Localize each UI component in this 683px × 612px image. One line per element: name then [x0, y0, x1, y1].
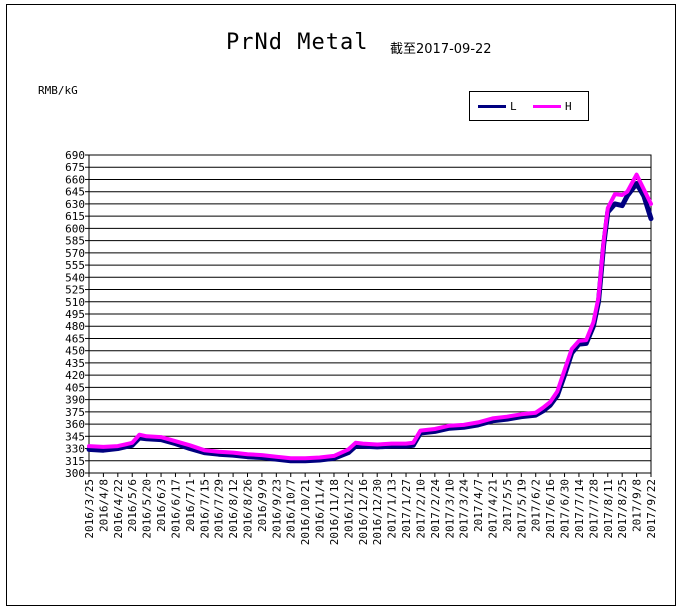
x-tick-label: 2016/8/26 — [242, 479, 255, 539]
legend-swatch-h — [533, 105, 561, 108]
x-tick-label: 2017/2/10 — [414, 479, 427, 539]
y-tick-label: 660 — [65, 173, 85, 186]
y-tick-label: 600 — [65, 222, 85, 235]
y-tick-label: 465 — [65, 332, 85, 345]
chart-title: PrNd Metal — [226, 30, 369, 55]
x-tick-label: 2016/5/20 — [141, 479, 154, 539]
x-tick-label: 2017/2/24 — [429, 479, 442, 539]
x-tick-label: 2017/1/13 — [386, 479, 399, 539]
y-tick-label: 495 — [65, 308, 85, 321]
x-tick-label: 2016/7/1 — [184, 479, 197, 532]
x-tick-label: 2016/10/7 — [285, 479, 298, 539]
x-tick-label: 2016/4/22 — [112, 479, 125, 539]
x-tick-label: 2016/7/15 — [198, 479, 211, 539]
x-tick-label: 2016/7/29 — [213, 479, 226, 539]
x-tick-label: 2016/12/2 — [342, 479, 355, 539]
x-tick-label: 2016/5/6 — [126, 479, 139, 532]
x-tick-label: 2017/9/8 — [631, 479, 644, 532]
x-tick-label: 2017/3/10 — [443, 479, 456, 539]
x-tick-label: 2017/6/2 — [530, 479, 543, 532]
x-tick-label: 2016/3/25 — [83, 479, 96, 539]
y-tick-label: 330 — [65, 443, 85, 456]
y-tick-label: 525 — [65, 284, 85, 297]
y-tick-label: 630 — [65, 198, 85, 211]
chart-subtitle: 截至2017-09-22 — [390, 42, 492, 57]
chart-legend: L H — [469, 91, 589, 121]
legend-swatch-l — [478, 105, 506, 108]
series-line-h — [87, 172, 653, 461]
y-tick-label: 645 — [65, 186, 85, 199]
x-tick-label: 2016/9/23 — [270, 479, 283, 539]
y-tick-label: 570 — [65, 247, 85, 260]
x-tick-label: 2017/5/5 — [501, 479, 514, 532]
y-tick-label: 555 — [65, 259, 85, 272]
x-tick-label: 2016/11/18 — [328, 479, 341, 545]
x-tick-label: 2017/5/19 — [515, 479, 528, 539]
y-tick-label: 390 — [65, 394, 85, 407]
x-tick-label: 2016/4/8 — [97, 479, 110, 532]
x-tick-label: 2017/3/24 — [458, 479, 471, 539]
legend-label-l: L — [510, 100, 517, 113]
y-unit-label: RMB/kG — [38, 84, 78, 97]
y-tick-label: 405 — [65, 381, 85, 394]
x-tick-label: 2016/12/16 — [357, 479, 370, 545]
x-tick-label: 2016/12/30 — [371, 479, 384, 545]
y-tick-label: 540 — [65, 271, 85, 284]
y-tick-label: 615 — [65, 210, 85, 223]
x-tick-label: 2017/6/16 — [544, 479, 557, 539]
y-tick-label: 510 — [65, 296, 85, 309]
y-tick-label: 480 — [65, 320, 85, 333]
x-tick-label: 2017/7/14 — [573, 479, 586, 539]
x-tick-label: 2017/8/25 — [616, 479, 629, 539]
x-tick-label: 2017/9/22 — [645, 479, 658, 539]
y-tick-label: 435 — [65, 357, 85, 370]
x-tick-label: 2017/6/30 — [559, 479, 572, 539]
y-tick-label: 585 — [65, 235, 85, 248]
y-tick-label: 345 — [65, 430, 85, 443]
y-tick-label: 420 — [65, 369, 85, 382]
y-tick-label: 315 — [65, 455, 85, 468]
x-tick-label: 2016/10/21 — [299, 479, 312, 545]
legend-label-h: H — [565, 100, 572, 113]
x-tick-label: 2016/9/9 — [256, 479, 269, 532]
x-tick-label: 2016/6/17 — [169, 479, 182, 539]
x-tick-label: 2017/7/28 — [587, 479, 600, 539]
y-tick-label: 360 — [65, 418, 85, 431]
x-tick-label: 2017/4/21 — [486, 479, 499, 539]
x-tick-label: 2016/8/12 — [227, 479, 240, 539]
x-tick-label: 2016/6/3 — [155, 479, 168, 532]
x-tick-label: 2017/1/27 — [400, 479, 413, 539]
y-tick-label: 690 — [65, 149, 85, 162]
x-tick-label: 2017/4/7 — [472, 479, 485, 532]
y-tick-label: 675 — [65, 161, 85, 174]
y-tick-label: 375 — [65, 406, 85, 419]
y-tick-label: 450 — [65, 345, 85, 358]
x-tick-label: 2016/11/4 — [314, 479, 327, 539]
x-tick-label: 2017/8/11 — [602, 479, 615, 539]
y-tick-label: 300 — [65, 467, 85, 480]
